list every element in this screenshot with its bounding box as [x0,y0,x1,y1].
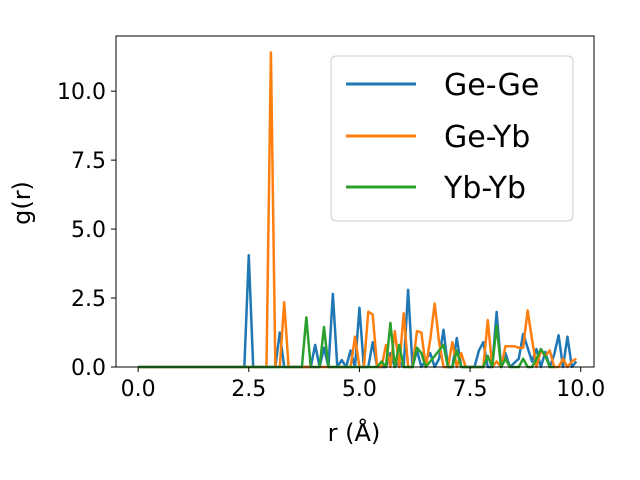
legend: Ge-Ge Ge-Yb Yb-Yb [330,55,574,222]
y-tick-label: 5.0 [71,218,106,243]
y-axis-ticks: 0.0 2.5 5.0 7.5 10.0 [57,80,116,381]
y-tick-label: 0.0 [71,356,106,381]
x-tick-label: 2.5 [231,377,266,402]
y-tick-label: 10.0 [57,80,106,105]
y-axis-label: g(r) [8,181,36,225]
series-line-ge-yb [138,51,577,369]
series-ge-yb [138,51,577,369]
plot-frame [115,35,595,368]
legend-label-yb-yb: Yb-Yb [443,171,526,206]
y-tick-label: 2.5 [71,287,106,312]
x-tick-label: 10.0 [556,377,605,402]
legend-label-ge-yb: Ge-Yb [444,120,530,155]
x-tick-label: 7.5 [453,377,488,402]
x-tick-label: 0.0 [121,377,156,402]
x-tick-label: 5.0 [342,377,377,402]
x-axis-label: r (Å) [328,418,381,447]
legend-label-ge-ge: Ge-Ge [444,68,539,103]
legend-box [330,55,574,222]
y-tick-label: 7.5 [71,149,106,174]
x-axis-ticks: 0.0 2.5 5.0 7.5 10.0 [121,367,605,402]
